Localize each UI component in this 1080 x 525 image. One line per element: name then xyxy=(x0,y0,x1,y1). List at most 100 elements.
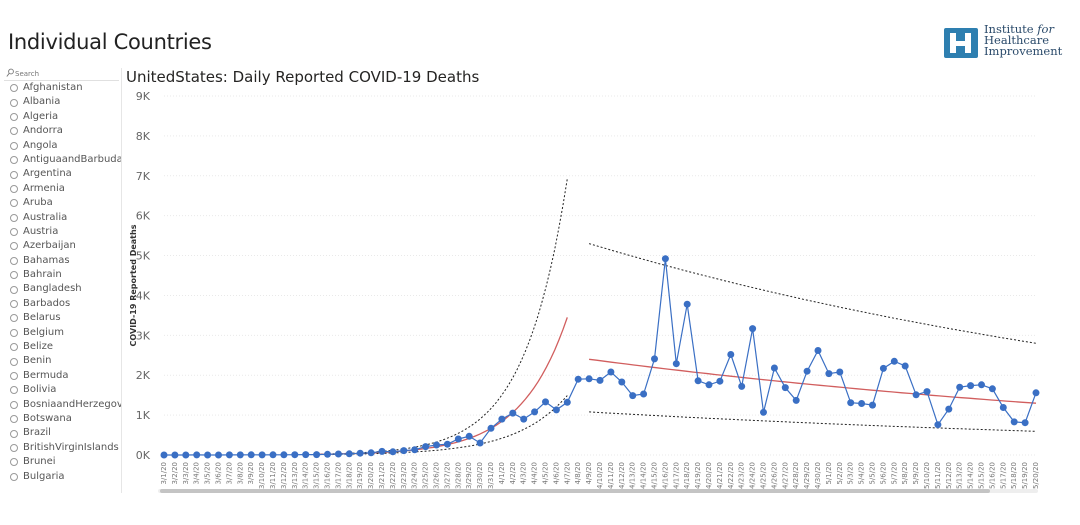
radio-icon[interactable] xyxy=(10,343,18,352)
radio-icon[interactable] xyxy=(10,199,18,208)
x-tick-label: 4/30/20 xyxy=(814,462,822,489)
data-point xyxy=(465,432,473,440)
country-label: Azerbaijan xyxy=(23,240,76,252)
country-option[interactable]: Bangladesh xyxy=(4,282,121,296)
radio-icon[interactable] xyxy=(10,98,18,107)
data-point xyxy=(847,399,855,407)
logo-line1: Institute xyxy=(984,22,1038,36)
country-label: Albania xyxy=(23,96,61,108)
radio-icon[interactable] xyxy=(10,386,18,395)
country-option[interactable]: Austria xyxy=(4,225,121,239)
country-list: Afghanistan Albania Algeria Andorra Angola An… xyxy=(4,81,121,484)
data-point xyxy=(334,450,342,458)
country-option[interactable]: Bulgaria xyxy=(4,470,121,484)
x-tick-label: 3/15/20 xyxy=(313,462,321,489)
radio-icon[interactable] xyxy=(10,415,18,424)
country-option[interactable]: BosniaandHerzegov... xyxy=(4,398,121,412)
data-point xyxy=(280,451,288,459)
data-point xyxy=(487,424,495,432)
radio-icon[interactable] xyxy=(10,328,18,337)
x-tick-label: 3/10/20 xyxy=(258,462,266,489)
radio-icon[interactable] xyxy=(10,458,18,467)
x-tick-label: 5/20/20 xyxy=(1032,462,1040,489)
country-option[interactable]: Afghanistan xyxy=(4,81,121,95)
x-scrollbar-thumb[interactable] xyxy=(160,489,990,493)
data-point xyxy=(269,451,277,459)
x-tick-label: 5/19/20 xyxy=(1021,462,1029,489)
x-tick-label: 5/9/20 xyxy=(912,462,920,485)
data-point xyxy=(694,377,702,385)
country-option[interactable]: Bahamas xyxy=(4,254,121,268)
radio-icon[interactable] xyxy=(10,213,18,222)
radio-icon[interactable] xyxy=(10,228,18,237)
x-tick-label: 4/19/20 xyxy=(694,462,702,489)
country-option[interactable]: Bermuda xyxy=(4,369,121,383)
country-option[interactable]: Angola xyxy=(4,139,121,153)
radio-icon[interactable] xyxy=(10,156,18,165)
x-tick-label: 4/3/20 xyxy=(520,462,528,485)
radio-icon[interactable] xyxy=(10,242,18,251)
data-point xyxy=(760,408,767,416)
country-option[interactable]: Azerbaijan xyxy=(4,239,121,253)
x-tick-label: 3/23/20 xyxy=(400,462,408,489)
data-point xyxy=(792,396,800,404)
country-option[interactable]: Bahrain xyxy=(4,268,121,282)
radio-icon[interactable] xyxy=(10,372,18,380)
country-option[interactable]: Albania xyxy=(4,95,121,109)
radio-icon[interactable] xyxy=(10,256,18,265)
country-option[interactable]: BritishVirginIslands xyxy=(4,441,121,455)
country-option[interactable]: Armenia xyxy=(4,182,121,196)
data-point xyxy=(302,451,310,459)
radio-icon[interactable] xyxy=(10,84,18,93)
data-point xyxy=(770,364,778,372)
data-point xyxy=(552,406,560,414)
radio-icon[interactable] xyxy=(10,443,18,452)
radio-icon[interactable] xyxy=(10,314,18,323)
radio-icon[interactable] xyxy=(10,429,18,438)
data-point xyxy=(749,325,757,333)
data-point xyxy=(1021,419,1029,427)
country-option[interactable]: Argentina xyxy=(4,167,121,181)
data-point xyxy=(967,382,975,390)
radio-icon[interactable] xyxy=(10,357,18,366)
radio-icon[interactable] xyxy=(10,400,18,409)
country-option[interactable]: Algeria xyxy=(4,110,121,124)
radio-icon[interactable] xyxy=(10,141,18,150)
country-option[interactable]: Brazil xyxy=(4,426,121,440)
country-option[interactable]: Andorra xyxy=(4,124,121,138)
country-slicer: Afghanistan Albania Algeria Andorra Angola An… xyxy=(4,68,122,493)
country-option[interactable]: Belarus xyxy=(4,311,121,325)
country-option[interactable]: Bolivia xyxy=(4,383,121,397)
data-point xyxy=(923,388,931,396)
search-input[interactable] xyxy=(15,68,115,79)
country-option[interactable]: AntiguaandBarbuda xyxy=(4,153,121,167)
data-point xyxy=(389,448,397,456)
country-option[interactable]: Aruba xyxy=(4,196,121,210)
country-option[interactable]: Australia xyxy=(4,211,121,225)
ihi-logo-icon xyxy=(944,28,978,58)
data-point xyxy=(531,408,539,416)
data-point xyxy=(400,447,408,455)
country-option[interactable]: Belgium xyxy=(4,326,121,340)
country-option[interactable]: Barbados xyxy=(4,297,121,311)
radio-icon[interactable] xyxy=(10,127,18,136)
x-tick-label: 3/21/20 xyxy=(378,462,386,489)
radio-icon[interactable] xyxy=(10,472,18,481)
country-option[interactable]: Benin xyxy=(4,354,121,368)
country-option[interactable]: Brunei xyxy=(4,455,121,469)
radio-icon[interactable] xyxy=(10,285,18,294)
data-point xyxy=(204,451,212,459)
radio-icon[interactable] xyxy=(10,112,18,121)
search-box[interactable] xyxy=(4,68,119,81)
country-option[interactable]: Belize xyxy=(4,340,121,354)
radio-icon[interactable] xyxy=(10,170,18,179)
radio-icon[interactable] xyxy=(10,271,18,280)
country-option[interactable]: Botswana xyxy=(4,412,121,426)
radio-icon[interactable] xyxy=(10,300,18,309)
x-tick-label: 3/1/20 xyxy=(160,462,168,485)
x-tick-label: 3/3/20 xyxy=(182,462,190,485)
x-tick-label: 4/23/20 xyxy=(738,462,746,489)
x-tick-label: 5/16/20 xyxy=(988,462,996,489)
y-tick-label: 6K xyxy=(136,210,151,223)
radio-icon[interactable] xyxy=(10,184,18,193)
